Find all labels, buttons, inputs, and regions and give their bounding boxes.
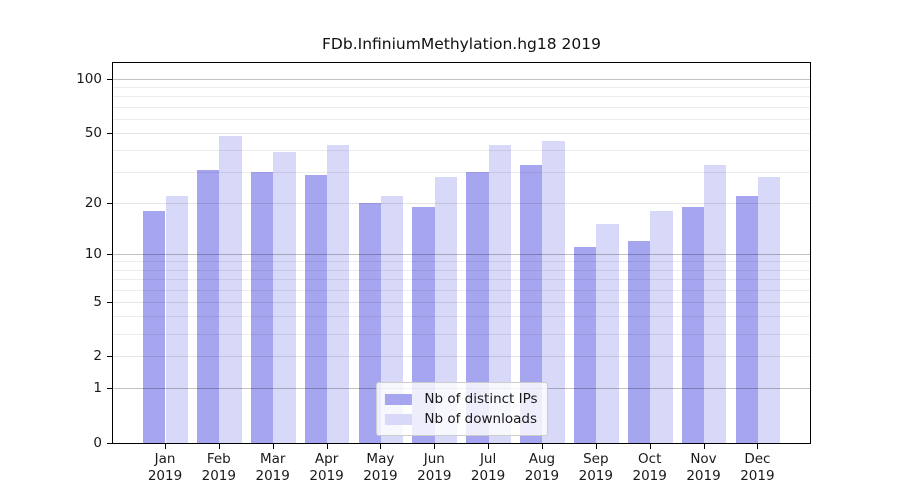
- bar-dec-2019-nb-of-downloads: [757, 177, 781, 443]
- bar-apr-2019-nb-of-distinct-ips: [304, 174, 328, 443]
- x-tick-feb-2019: [218, 444, 220, 449]
- y-tick-2: [107, 356, 112, 358]
- bar-oct-2019-nb-of-distinct-ips: [627, 240, 651, 443]
- x-tick-label-jul-2019: Jul 2019: [470, 451, 506, 484]
- gridline-minor-70: [113, 106, 810, 108]
- y-tick-label-1: 1: [93, 380, 102, 397]
- x-tick-label-feb-2019: Feb 2019: [201, 451, 236, 484]
- gridline-minor-7: [113, 279, 810, 280]
- x-tick-aug-2019: [541, 444, 543, 449]
- x-tick-label-nov-2019: Nov 2019: [686, 451, 721, 484]
- y-tick-100: [107, 79, 112, 80]
- x-tick-oct-2019: [649, 444, 651, 449]
- gridline-20: [113, 202, 810, 204]
- y-tick-0: [107, 443, 112, 444]
- x-tick-apr-2019: [326, 444, 328, 449]
- x-tick-label-oct-2019: Oct 2019: [632, 451, 667, 484]
- gridline-minor-3: [113, 333, 810, 335]
- y-tick-label-20: 20: [84, 194, 102, 211]
- chart-title: FDb.InfiniumMethylation.hg18 2019: [322, 35, 601, 53]
- gridline-minor-40: [113, 150, 810, 152]
- x-tick-sep-2019: [595, 444, 597, 449]
- legend-item-distinct-ips: Nb of distinct IPs: [384, 389, 538, 409]
- x-tick-jan-2019: [165, 444, 166, 449]
- bar-sep-2019-nb-of-distinct-ips: [573, 247, 597, 443]
- x-tick-label-aug-2019: Aug 2019: [524, 451, 560, 484]
- y-tick-label-10: 10: [84, 245, 102, 262]
- bar-oct-2019-nb-of-downloads: [650, 210, 673, 443]
- bar-mar-2019-nb-of-distinct-ips: [250, 172, 274, 443]
- gridline-10: [113, 253, 810, 255]
- y-tick-10: [107, 253, 112, 255]
- bar-jul-2019-nb-of-distinct-ips: [466, 172, 489, 443]
- y-tick-label-0: 0: [93, 435, 102, 451]
- bar-dec-2019-nb-of-distinct-ips: [735, 195, 758, 443]
- x-tick-label-mar-2019: Mar 2019: [255, 451, 290, 484]
- x-tick-may-2019: [380, 444, 382, 449]
- gridline-100: [113, 79, 810, 80]
- legend-item-downloads: Nb of downloads: [384, 409, 537, 429]
- bar-feb-2019-nb-of-downloads: [219, 136, 242, 443]
- x-tick-jun-2019: [434, 444, 436, 449]
- gridline-minor-60: [113, 118, 810, 120]
- legend-swatch-downloads: [384, 413, 412, 425]
- y-tick-label-50: 50: [84, 124, 102, 141]
- bar-nov-2019-nb-of-downloads: [704, 164, 727, 443]
- gridline-2: [113, 356, 810, 358]
- bar-sep-2019-nb-of-downloads: [596, 224, 619, 443]
- x-tick-label-sep-2019: Sep 2019: [578, 451, 613, 484]
- gridline-5: [113, 301, 810, 303]
- gridline-minor-90: [113, 87, 810, 89]
- y-tick-label-100: 100: [76, 71, 102, 87]
- plot-area: 0 1 2 5 10 20 50 100 Jan 2019 Feb 2019 Mar 2019 Apr 201…: [76, 62, 811, 484]
- legend: Nb of distinct IPs Nb of downloads: [375, 382, 548, 436]
- x-tick-label-apr-2019: Apr 2019: [309, 451, 344, 484]
- gridline-minor-4: [113, 316, 810, 318]
- y-tick-label-2: 2: [93, 348, 102, 365]
- x-tick-mar-2019: [272, 444, 274, 449]
- bar-apr-2019-nb-of-downloads: [327, 144, 350, 443]
- bar-mar-2019-nb-of-downloads: [273, 152, 296, 443]
- bar-aug-2019-nb-of-distinct-ips: [520, 164, 543, 443]
- y-tick-20: [107, 202, 112, 204]
- x-tick-jul-2019: [488, 444, 490, 449]
- bar-may-2019-nb-of-downloads: [380, 195, 404, 443]
- y-tick-label-5: 5: [93, 293, 102, 310]
- bar-jun-2019-nb-of-downloads: [434, 177, 458, 443]
- x-tick-label-may-2019: May 2019: [363, 451, 398, 484]
- gridline-50: [113, 132, 810, 134]
- x-tick-nov-2019: [703, 444, 705, 449]
- gridline-minor-8: [113, 269, 810, 271]
- bar-feb-2019-nb-of-distinct-ips: [196, 169, 220, 443]
- bar-may-2019-nb-of-distinct-ips: [358, 202, 381, 443]
- gridline-minor-30: [113, 172, 810, 174]
- legend-label-distinct-ips: Nb of distinct IPs: [424, 391, 538, 407]
- gridline-minor-80: [113, 96, 810, 98]
- gridline-minor-9: [113, 261, 810, 263]
- y-tick-1: [107, 388, 112, 390]
- y-tick-5: [107, 301, 112, 303]
- bar-jan-2019-nb-of-distinct-ips: [143, 210, 166, 443]
- legend-swatch-distinct-ips: [384, 393, 412, 405]
- y-tick-50: [107, 132, 112, 134]
- x-tick-label-jan-2019: Jan 2019: [147, 451, 183, 484]
- bar-jan-2019-nb-of-downloads: [165, 195, 188, 443]
- legend-label-downloads: Nb of downloads: [424, 411, 537, 427]
- gridline-minor-6: [113, 289, 810, 291]
- x-tick-label-jun-2019: Jun 2019: [417, 451, 452, 484]
- x-tick-dec-2019: [757, 444, 759, 449]
- x-tick-label-dec-2019: Dec 2019: [740, 451, 775, 484]
- bar-nov-2019-nb-of-distinct-ips: [681, 206, 704, 443]
- bar-aug-2019-nb-of-downloads: [542, 141, 565, 443]
- bar-jul-2019-nb-of-downloads: [488, 144, 511, 443]
